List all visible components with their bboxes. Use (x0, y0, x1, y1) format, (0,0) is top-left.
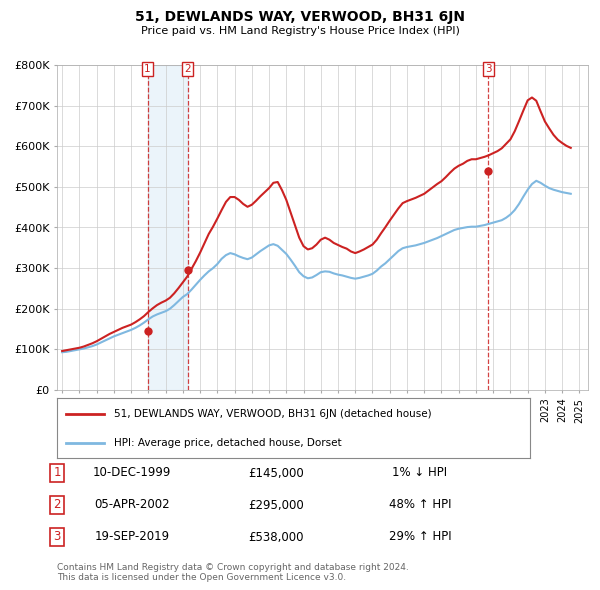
Text: 19-SEP-2019: 19-SEP-2019 (94, 530, 170, 543)
Text: 3: 3 (53, 530, 61, 543)
Bar (148, 65, 188, 390)
Text: 10-DEC-1999: 10-DEC-1999 (93, 467, 171, 480)
Text: 29% ↑ HPI: 29% ↑ HPI (389, 530, 451, 543)
Text: Price paid vs. HM Land Registry's House Price Index (HPI): Price paid vs. HM Land Registry's House … (140, 26, 460, 36)
Text: 1: 1 (144, 64, 151, 74)
Text: HPI: Average price, detached house, Dorset: HPI: Average price, detached house, Dors… (114, 438, 341, 448)
Text: 1: 1 (53, 467, 61, 480)
Text: 05-APR-2002: 05-APR-2002 (94, 499, 170, 512)
Text: 2: 2 (53, 499, 61, 512)
Text: £295,000: £295,000 (248, 499, 304, 512)
Text: 51, DEWLANDS WAY, VERWOOD, BH31 6JN (detached house): 51, DEWLANDS WAY, VERWOOD, BH31 6JN (det… (114, 409, 431, 419)
Text: 1% ↓ HPI: 1% ↓ HPI (392, 467, 448, 480)
Text: 3: 3 (485, 64, 491, 74)
Text: Contains HM Land Registry data © Crown copyright and database right 2024.
This d: Contains HM Land Registry data © Crown c… (57, 563, 409, 582)
Text: £145,000: £145,000 (248, 467, 304, 480)
Text: 2: 2 (184, 64, 191, 74)
Text: £538,000: £538,000 (248, 530, 304, 543)
Text: 51, DEWLANDS WAY, VERWOOD, BH31 6JN: 51, DEWLANDS WAY, VERWOOD, BH31 6JN (135, 10, 465, 24)
Text: 48% ↑ HPI: 48% ↑ HPI (389, 499, 451, 512)
